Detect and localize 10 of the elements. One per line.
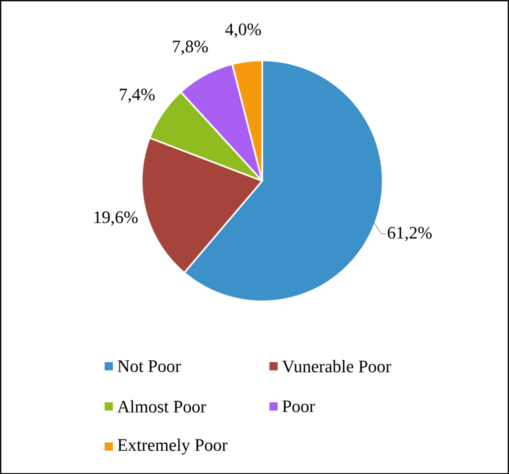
legend-label: Vunerable Poor bbox=[282, 360, 392, 372]
data-label: 19,6% bbox=[94, 211, 138, 226]
legend-label: Extremely Poor bbox=[118, 438, 228, 454]
data-label: 4,0% bbox=[225, 23, 261, 38]
data-label: 7,4% bbox=[120, 88, 155, 103]
legend-label: Almost Poor bbox=[117, 400, 206, 412]
data-label: 7,8% bbox=[173, 40, 208, 55]
legend-label: Not Poor bbox=[118, 360, 181, 372]
legend-label: Poor bbox=[282, 400, 315, 412]
data-label: 61,2% bbox=[388, 226, 432, 242]
